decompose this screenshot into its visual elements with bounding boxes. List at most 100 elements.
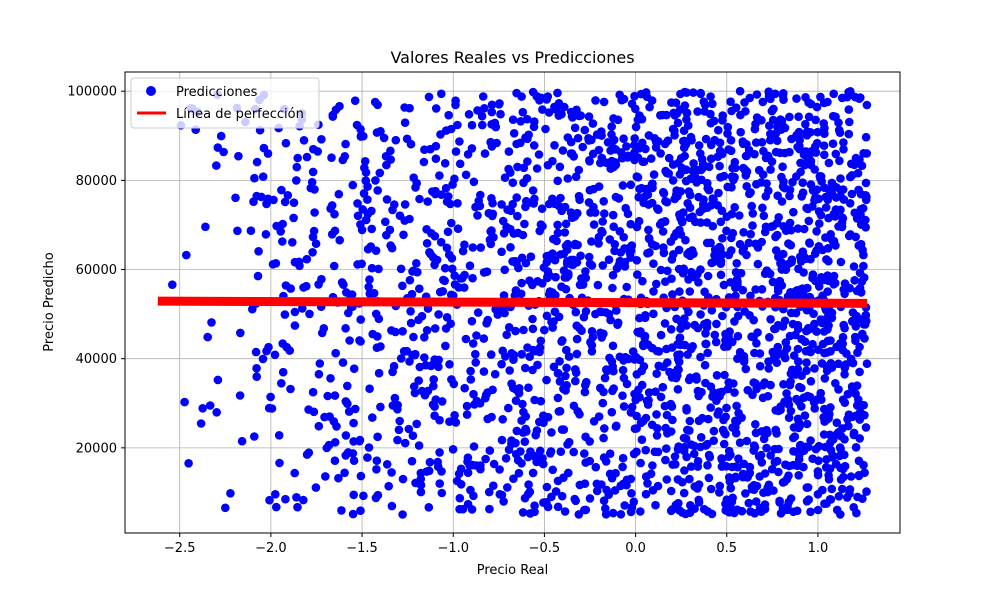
data-point <box>483 388 492 397</box>
data-point <box>781 460 790 470</box>
data-point <box>701 134 711 144</box>
data-point <box>605 353 614 363</box>
data-point <box>559 473 568 483</box>
data-point <box>739 228 748 237</box>
data-point <box>685 508 695 517</box>
data-point <box>365 275 374 284</box>
data-point <box>641 489 651 499</box>
data-point <box>698 204 708 214</box>
data-point <box>694 192 703 202</box>
data-point <box>786 225 796 235</box>
data-point <box>651 241 660 251</box>
data-point <box>744 238 754 248</box>
data-point <box>348 509 358 519</box>
data-point <box>838 484 847 494</box>
data-point <box>408 267 417 276</box>
data-point <box>704 473 714 483</box>
data-point <box>744 498 754 508</box>
data-point <box>793 344 803 354</box>
data-point <box>385 225 395 235</box>
data-point <box>706 92 715 101</box>
data-point <box>234 151 243 161</box>
data-point <box>683 350 692 359</box>
data-point <box>789 351 799 360</box>
data-point <box>589 184 598 194</box>
data-point <box>720 428 729 438</box>
data-point <box>598 398 608 408</box>
data-point <box>593 280 603 290</box>
data-point <box>834 492 844 501</box>
data-point <box>856 288 866 297</box>
data-point <box>739 352 749 361</box>
data-point <box>798 188 808 197</box>
data-point <box>786 308 796 318</box>
data-point <box>345 336 354 345</box>
data-point <box>720 370 729 380</box>
y-tick-label: 20000 <box>76 441 117 456</box>
data-point <box>862 100 872 110</box>
data-point <box>714 188 723 198</box>
data-point <box>850 332 860 342</box>
data-point <box>461 170 471 180</box>
data-point <box>601 504 610 513</box>
data-point <box>538 105 547 114</box>
data-point <box>298 304 307 313</box>
data-point <box>758 380 768 390</box>
data-point <box>290 307 300 317</box>
data-point <box>766 129 775 139</box>
data-point <box>637 183 646 193</box>
data-point <box>521 202 530 212</box>
data-point <box>696 433 706 442</box>
data-point <box>717 149 727 159</box>
data-point <box>575 280 585 290</box>
data-point <box>719 280 729 290</box>
data-point <box>396 264 406 274</box>
data-point <box>717 206 727 215</box>
data-point <box>379 133 389 143</box>
data-point <box>469 442 479 451</box>
data-point <box>504 164 513 174</box>
data-point <box>488 209 498 219</box>
data-point <box>712 371 722 380</box>
data-point <box>658 382 668 392</box>
data-point <box>644 388 654 397</box>
data-point <box>709 426 719 436</box>
data-point <box>845 117 854 127</box>
data-point <box>252 191 261 201</box>
data-point <box>662 444 671 453</box>
data-point <box>360 163 369 173</box>
data-point <box>290 321 300 330</box>
data-point <box>330 209 339 219</box>
data-point <box>753 259 763 269</box>
data-point <box>802 203 811 213</box>
data-point <box>463 468 473 478</box>
data-point <box>681 434 691 444</box>
data-point <box>450 271 460 281</box>
data-point <box>528 468 538 478</box>
data-point <box>727 209 737 219</box>
data-point <box>452 476 462 486</box>
data-point <box>514 468 524 478</box>
x-axis-label: Precio Real <box>477 563 549 578</box>
data-point <box>584 198 594 207</box>
data-point <box>704 185 714 195</box>
data-point <box>708 99 717 109</box>
data-point <box>696 310 705 319</box>
data-point <box>798 284 807 294</box>
data-point <box>660 139 670 149</box>
data-point <box>409 382 419 391</box>
data-point <box>599 453 609 462</box>
data-point <box>436 237 446 247</box>
data-point <box>845 485 855 494</box>
data-point <box>727 172 737 181</box>
data-point <box>774 467 783 477</box>
x-axis-ticks: −2.5 −2.0 −1.5 −1.0 −0.5 0.0 0.5 1.0 <box>164 533 828 556</box>
data-point <box>504 403 513 413</box>
data-point <box>548 465 557 475</box>
data-point <box>540 325 549 335</box>
data-point <box>808 339 817 349</box>
data-point <box>572 334 582 344</box>
data-point <box>237 436 247 446</box>
data-point <box>429 375 439 384</box>
